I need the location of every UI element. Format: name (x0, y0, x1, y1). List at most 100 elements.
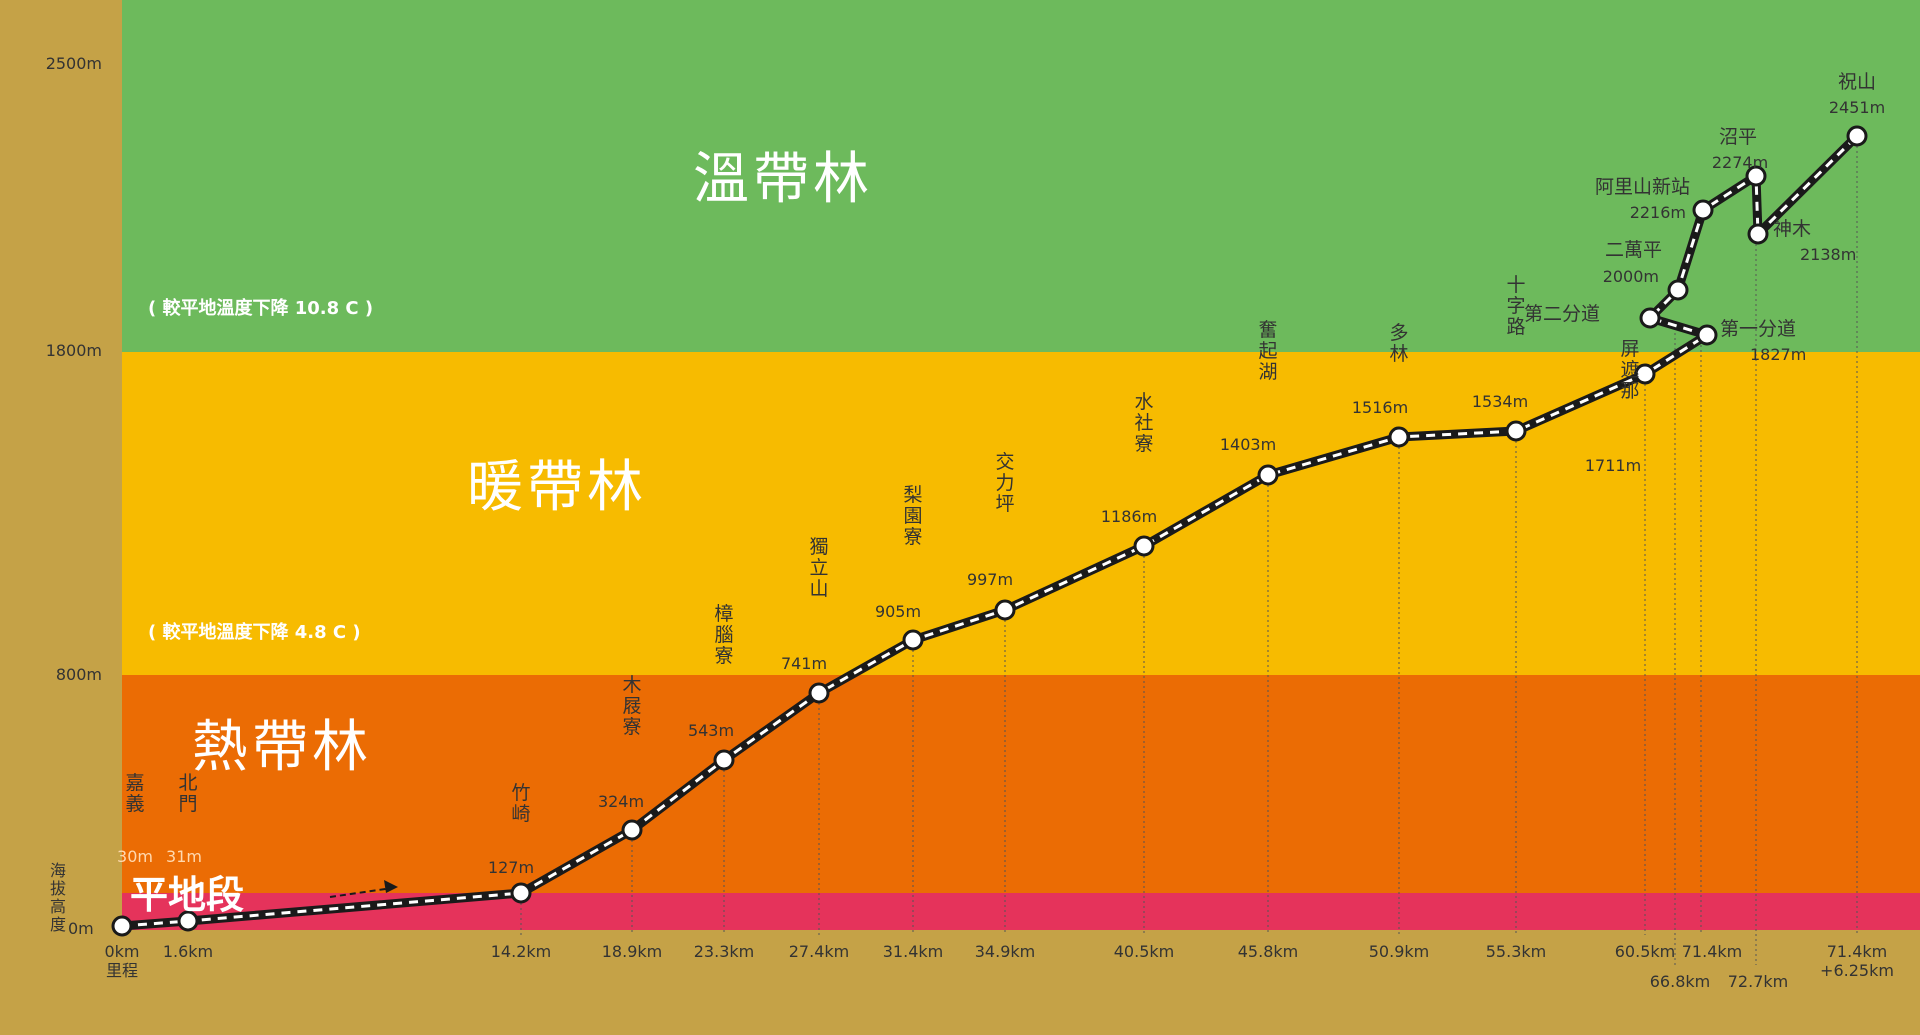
station-name: 竹崎 (511, 782, 530, 825)
station-label: 十字路 1534m (1472, 274, 1528, 411)
station-elevation: 2000m (1603, 267, 1659, 286)
station-name: 多林 (1389, 322, 1408, 365)
x-tick-label: 14.2km (491, 942, 551, 961)
station-label: 交力坪 997m (967, 451, 1015, 589)
station-name: 樟腦寮 (714, 603, 733, 667)
station-name: 第一分道 (1720, 318, 1796, 340)
station-node (1388, 426, 1410, 448)
station-node (621, 819, 643, 841)
station-node (902, 629, 924, 651)
zone-band-temperate (122, 0, 1920, 352)
station-name: 嘉義 (125, 772, 144, 815)
station-name: 沼平 (1719, 126, 1757, 148)
zone-note-temperate: ( 較平地溫度下降 10.8 C ) (148, 297, 373, 319)
station-label: 二萬平 2000m (1603, 239, 1662, 286)
zone-name-lowland: 平地段 (130, 873, 244, 917)
station-node (713, 749, 735, 771)
station-label: 樟腦寮 543m (688, 603, 734, 740)
station-name: 北門 (178, 772, 197, 815)
x-tick-label: 31.4km (883, 942, 943, 961)
station-elevation: 1516m (1352, 398, 1408, 417)
station-name: 十字路 (1506, 274, 1525, 338)
x-tick-label: 55.3km (1486, 942, 1546, 961)
station-node (1634, 363, 1656, 385)
station-label: 神木 2138m (1773, 218, 1856, 264)
station-name: 梨園寮 (903, 484, 922, 548)
station-label: 竹崎 127m (488, 782, 534, 877)
y-tick-label: 800m (56, 665, 102, 684)
station-elevation: 1186m (1101, 507, 1157, 526)
station-node (1846, 125, 1868, 147)
x-axis-title: 里程 (106, 961, 138, 980)
station-elevation: 905m (875, 602, 921, 621)
station-node (1257, 464, 1279, 486)
station-label: 阿里山新站 2216m (1595, 176, 1690, 222)
station-node (1639, 307, 1661, 329)
x-tick-label: 45.8km (1238, 942, 1298, 961)
x-tick-label: 27.4km (789, 942, 849, 961)
station-name: 二萬平 (1605, 239, 1662, 261)
zone-name-warm: 暖帶林 (467, 455, 647, 520)
y-tick-label: 2500m (46, 54, 102, 73)
station-elevation: 31m (166, 847, 202, 866)
direction-arrow-head (384, 880, 398, 893)
station-elevation: 2274m (1712, 153, 1768, 172)
station-node (1692, 199, 1714, 221)
station-name: 木屐寮 (622, 674, 641, 738)
station-label: 水社寮 1186m (1101, 391, 1157, 526)
y-axis-title: 海拔高度 (50, 861, 66, 934)
station-node (1133, 535, 1155, 557)
station-elevation: 2451m (1829, 98, 1885, 117)
station-node (177, 910, 199, 932)
zone-band-warm (122, 352, 1920, 675)
station-name: 阿里山新站 (1595, 176, 1690, 198)
x-tick-label: 23.3km (694, 942, 754, 961)
x-tick-label: 50.9km (1369, 942, 1429, 961)
station-node (1696, 324, 1718, 346)
station-label: 多林 1516m (1352, 322, 1409, 417)
station-label: 木屐寮 324m (598, 674, 644, 811)
station-name: 奮起湖 (1258, 319, 1277, 383)
station-name: 水社寮 (1134, 391, 1153, 455)
station-node (1745, 165, 1767, 187)
station-elevation: 1827m (1750, 345, 1806, 364)
station-elevation: 543m (688, 721, 734, 740)
zone-note-warm: ( 較平地溫度下降 4.8 C ) (148, 621, 361, 643)
zone-name-tropical: 熱帶林 (192, 715, 372, 780)
station-name: 獨立山 (809, 536, 828, 600)
zone-band-tropical (122, 675, 1920, 893)
x-tick-label: 40.5km (1114, 942, 1174, 961)
x-tick-label: 1.6km (163, 942, 213, 961)
station-label: 梨園寮 905m (875, 484, 923, 621)
station-label: 屏遮那 1711m (1585, 338, 1641, 475)
station-node (808, 682, 830, 704)
station-name: 神木 (1773, 218, 1811, 240)
station-label: 北門 31m (166, 772, 202, 866)
x-tick-label: 71.4km (1682, 942, 1742, 961)
station-name: 屏遮那 (1620, 338, 1639, 402)
x-tick-label: 0km (104, 942, 139, 961)
station-name: 祝山 (1838, 71, 1876, 93)
station-name: 第二分道 (1524, 303, 1600, 325)
x-tick-label: 66.8km (1650, 972, 1710, 991)
y-tick-label: 1800m (46, 341, 102, 360)
station-elevation: 1403m (1220, 435, 1276, 454)
station-elevation: 2138m (1800, 245, 1856, 264)
station-elevation: 741m (781, 654, 827, 673)
station-label: 奮起湖 1403m (1220, 319, 1278, 454)
x-tick-label: 72.7km (1728, 972, 1788, 991)
station-name: 交力坪 (995, 451, 1014, 515)
direction-arrow (329, 887, 393, 898)
zone-name-temperate: 溫帶林 (693, 147, 873, 212)
station-elevation: 1711m (1585, 456, 1641, 475)
station-label: 第一分道 1827m (1720, 318, 1806, 364)
y-zero-label: 0m (68, 919, 94, 938)
station-label: 沼平 2274m (1712, 126, 1768, 172)
station-elevation: 324m (598, 792, 644, 811)
x-tick-label: 34.9km (975, 942, 1035, 961)
station-node (510, 882, 532, 904)
x-tick-label: 71.4km +6.25km (1820, 942, 1894, 980)
station-node (1505, 420, 1527, 442)
station-label: 祝山 2451m (1829, 71, 1885, 117)
